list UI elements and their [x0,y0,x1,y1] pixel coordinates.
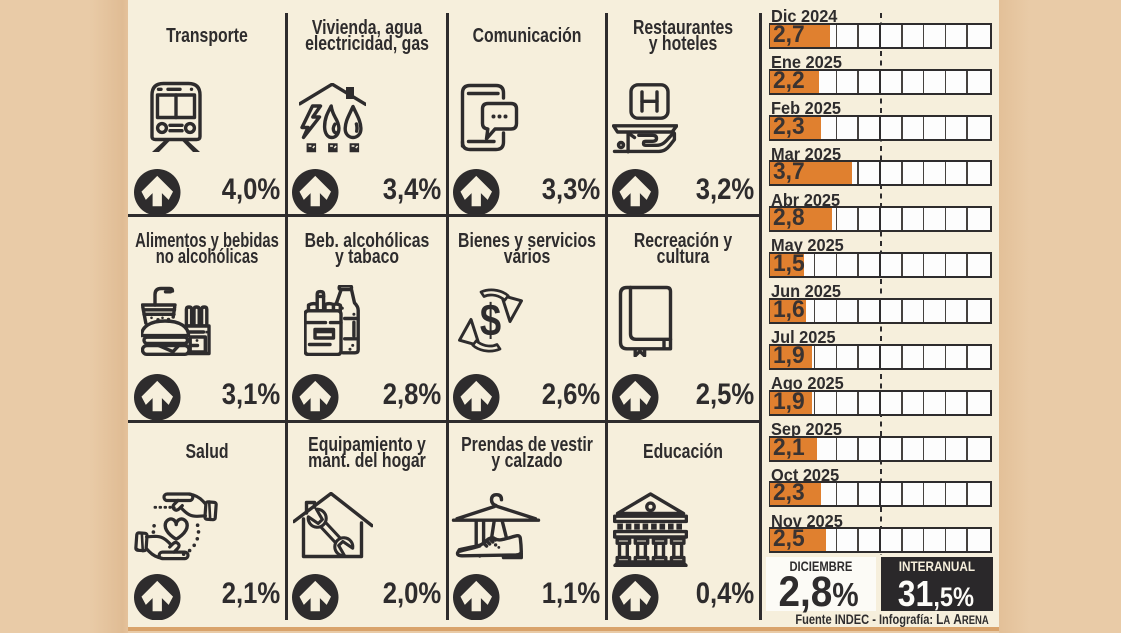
svg-text:$: $ [480,295,501,346]
